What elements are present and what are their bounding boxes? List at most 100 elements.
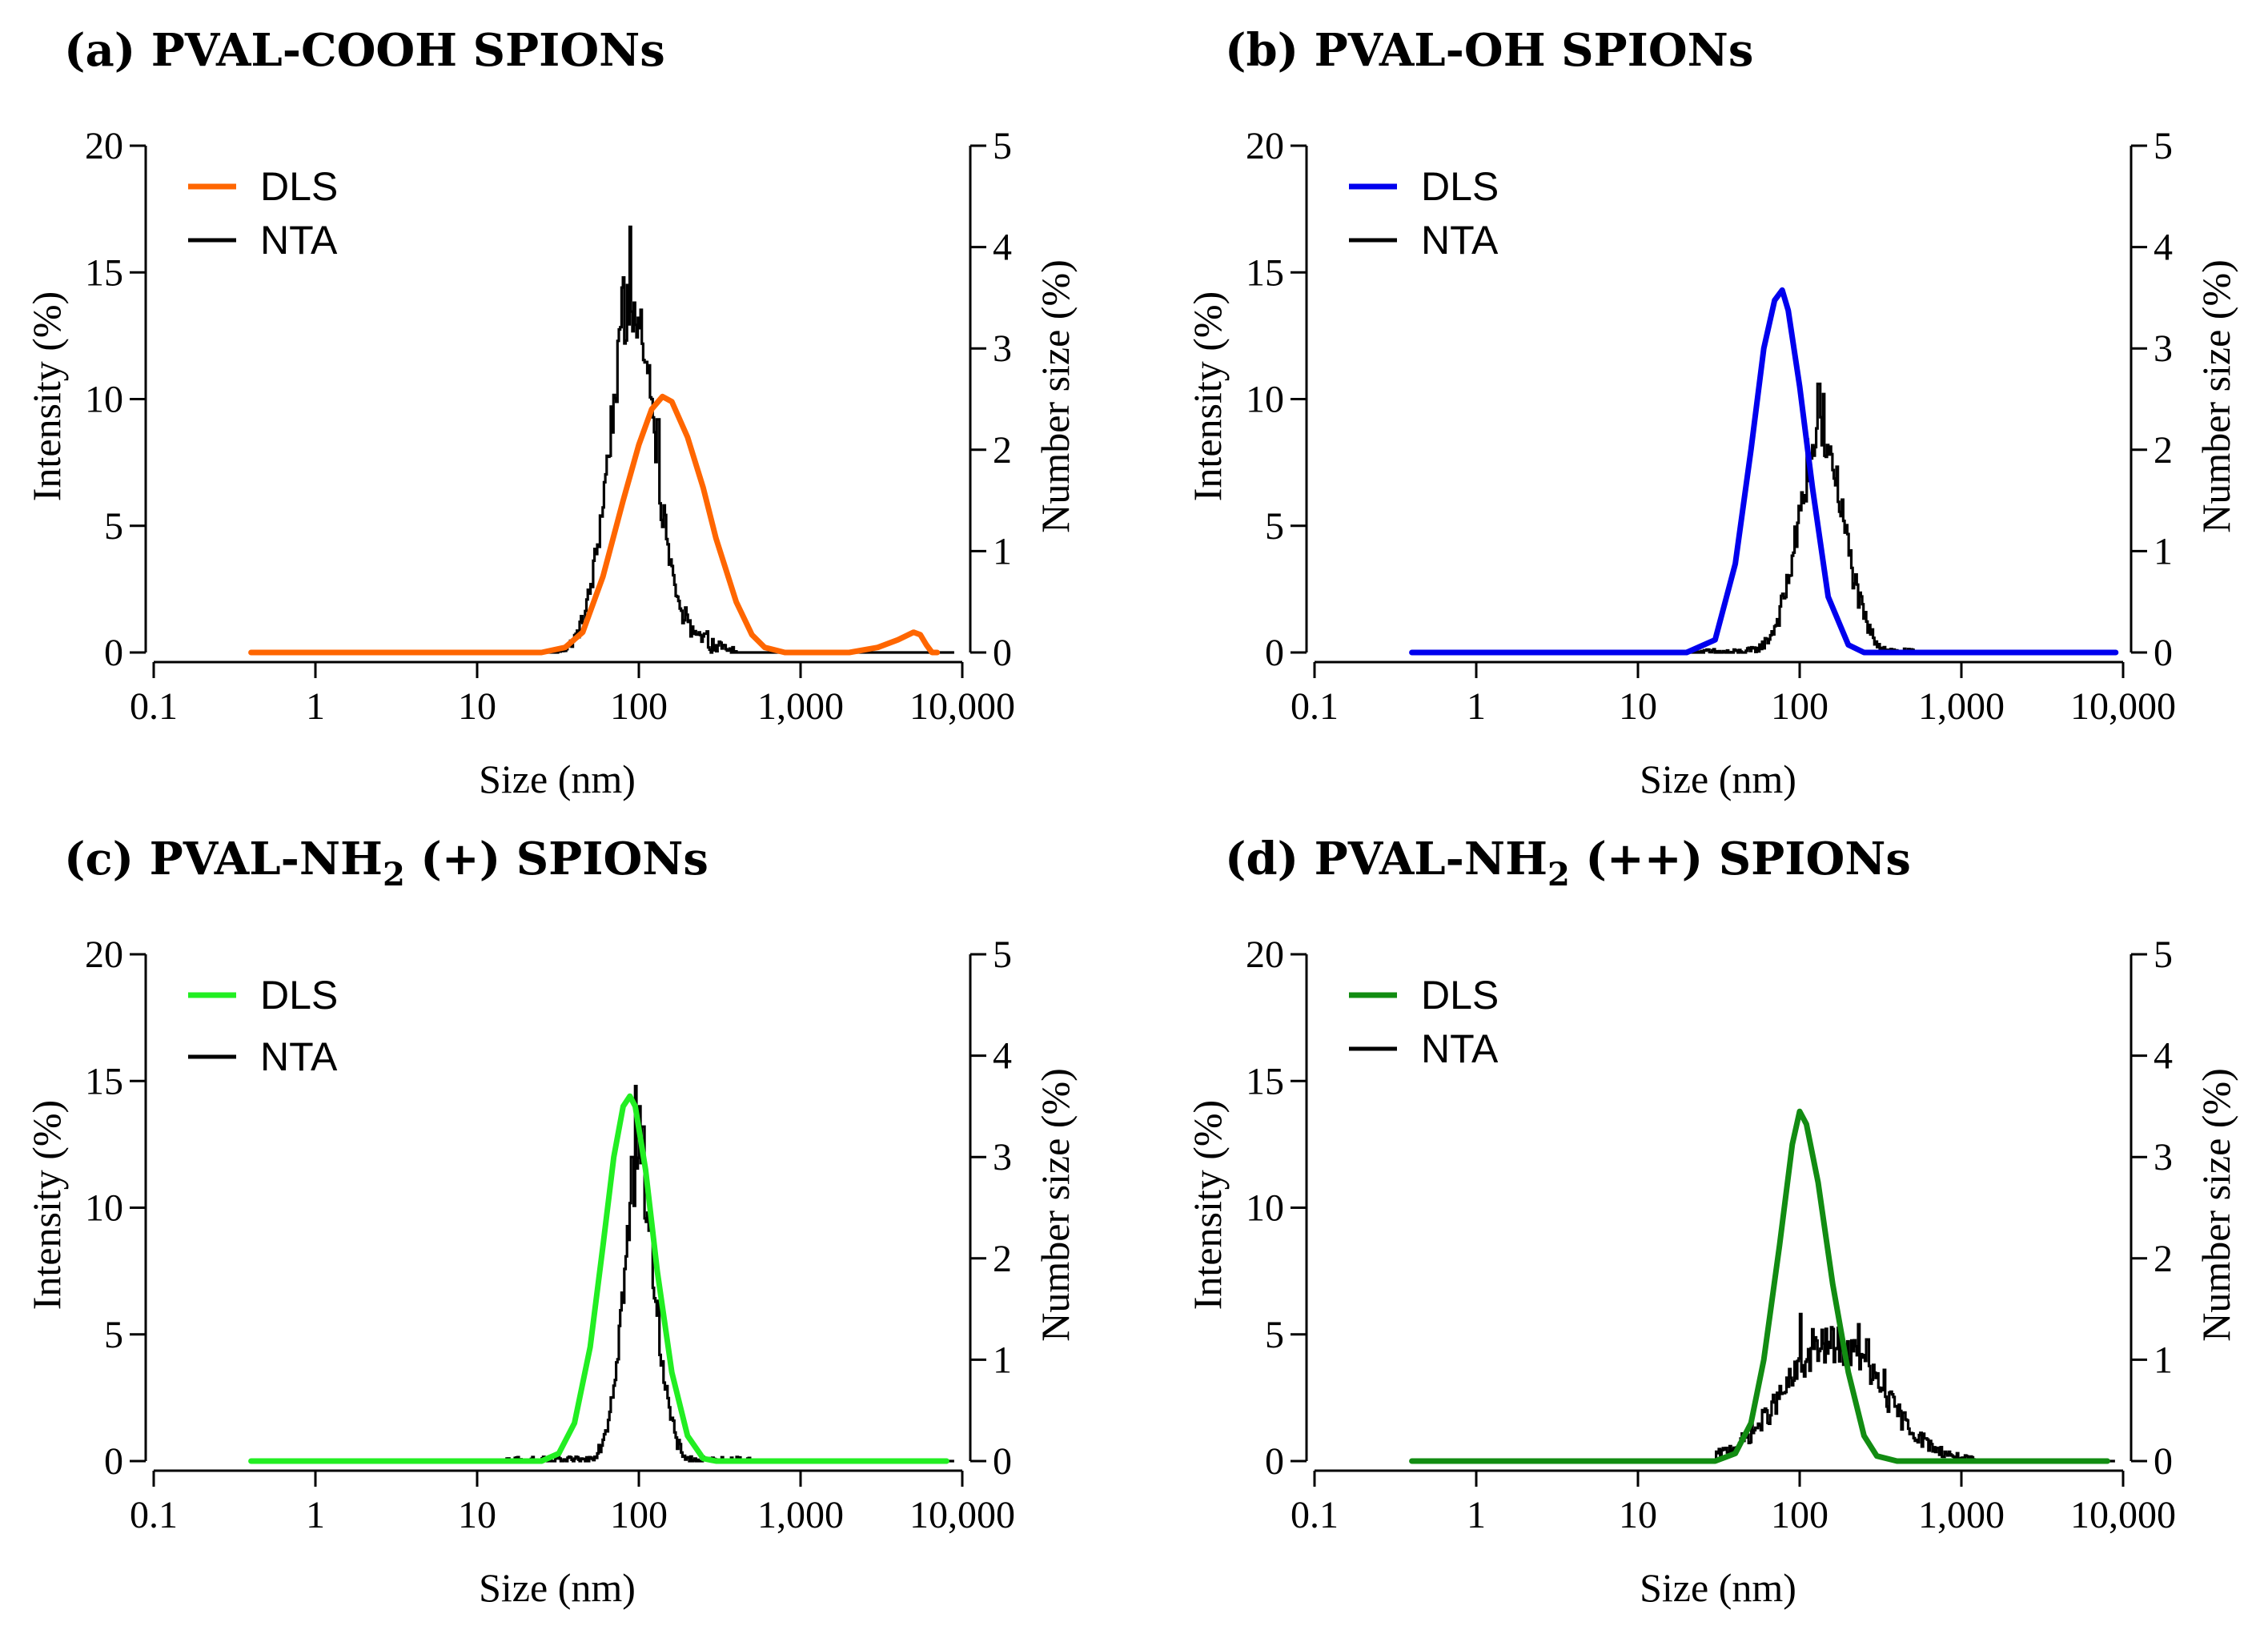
y-tick-left-label: 20 (85, 933, 123, 976)
y-tick-left-label: 10 (1246, 1187, 1284, 1230)
legend: DLS NTA (1349, 973, 1499, 1071)
y-tick-left-label: 20 (1246, 933, 1284, 976)
y-axis-left-label: Intensity (%) (24, 1100, 69, 1310)
y-axis-left: 0 5 10 15 20 (1246, 125, 1308, 674)
legend-nta-label: NTA (1421, 218, 1499, 263)
x-tick-label: 0.1 (1291, 685, 1339, 728)
x-tick-label: 1,000 (757, 1494, 844, 1536)
y-tick-right-label: 4 (993, 1035, 1012, 1078)
x-tick-label: 10 (1619, 685, 1657, 728)
nta-line (251, 225, 954, 654)
dls-series (1409, 287, 2119, 656)
y-axis-right: 0 1 2 3 4 5 (969, 933, 1012, 1483)
legend-nta-label: NTA (1421, 1026, 1499, 1071)
y-tick-right-label: 0 (2154, 1440, 2173, 1483)
legend-nta-label: NTA (260, 218, 338, 263)
y-tick-right-label: 3 (993, 1136, 1012, 1178)
x-axis: 0.1 1 10 100 1,000 10,000 (130, 660, 1015, 728)
x-tick-label: 10 (1619, 1494, 1657, 1536)
y-axis-left-label: Intensity (%) (1185, 291, 1230, 501)
y-tick-left-label: 0 (104, 1440, 123, 1483)
nta-series (1411, 382, 2115, 654)
chart-panel-a: (a) PVAL-COOH SPIONs 0 5 10 15 20 0 1 2 3 4 5 0.1… (0, 0, 1134, 813)
y-axis-right-label: Number size (%) (1033, 1068, 1078, 1342)
x-tick-label: 0.1 (130, 685, 178, 728)
x-tick-label: 1 (306, 1494, 325, 1536)
legend: DLS NTA (188, 973, 338, 1079)
y-axis-left-label: Intensity (%) (24, 291, 69, 501)
panel-title: (b) PVAL-OH SPIONs (1225, 24, 1753, 77)
nta-series (251, 1085, 954, 1463)
y-axis-right: 0 1 2 3 4 5 (969, 125, 1012, 674)
x-tick-label: 1 (306, 685, 325, 728)
legend-dls-label: DLS (260, 164, 338, 209)
y-tick-right-label: 4 (993, 227, 1012, 269)
dls-line (248, 1093, 949, 1464)
chart-panel-b: (b) PVAL-OH SPIONs 0 5 10 15 20 0 1 2 3 4 5 0.1 1 1… (1161, 0, 2268, 813)
chart-panel-d: (d) PVAL-NH2 (++) SPIONs 0 5 10 15 20 0 1 2 3 4 5… (1161, 809, 2268, 1621)
panel-title: (c) PVAL-NH2 (+) SPIONs (64, 833, 708, 893)
dls-line (248, 393, 941, 656)
nta-series (1411, 1312, 2115, 1463)
y-axis-left: 0 5 10 15 20 (85, 125, 147, 674)
y-tick-right-label: 1 (2154, 1339, 2173, 1381)
y-tick-left-label: 20 (85, 125, 123, 167)
x-tick-label: 100 (610, 685, 668, 728)
x-tick-label: 100 (1771, 1494, 1828, 1536)
nta-line (1411, 382, 2115, 654)
y-tick-left-label: 10 (1246, 379, 1284, 421)
x-tick-label: 10 (458, 1494, 496, 1536)
dls-series (248, 1093, 949, 1464)
y-axis-right-label: Number size (%) (2194, 259, 2238, 533)
y-tick-right-label: 3 (993, 327, 1012, 370)
nta-line (251, 1085, 954, 1463)
y-tick-right-label: 5 (2154, 125, 2173, 167)
x-tick-label: 10,000 (2070, 1494, 2176, 1536)
x-axis: 0.1 1 10 100 1,000 10,000 (1291, 660, 2176, 728)
legend-dls-label: DLS (260, 973, 338, 1018)
x-tick-label: 1,000 (1918, 685, 2005, 728)
y-tick-left-label: 15 (1246, 1060, 1284, 1102)
x-axis-label: Size (nm) (479, 757, 636, 801)
y-tick-right-label: 5 (993, 125, 1012, 167)
y-tick-left-label: 20 (1246, 125, 1284, 167)
dls-line (1409, 1108, 2110, 1464)
y-tick-right-label: 1 (2154, 530, 2173, 572)
chart-svg-d: (d) PVAL-NH2 (++) SPIONs 0 5 10 15 20 0 1 2 3 4 5… (1185, 833, 2238, 1610)
x-axis-label: Size (nm) (1640, 757, 1796, 801)
panel-title: (d) PVAL-NH2 (++) SPIONs (1225, 833, 1911, 893)
y-tick-right-label: 0 (993, 1440, 1012, 1483)
y-tick-left-label: 15 (85, 1060, 123, 1102)
y-tick-right-label: 1 (993, 530, 1012, 572)
x-tick-label: 0.1 (130, 1494, 178, 1536)
y-tick-left-label: 0 (1265, 1440, 1284, 1483)
y-tick-right-label: 2 (2154, 429, 2173, 472)
chart-svg-b: (b) PVAL-OH SPIONs 0 5 10 15 20 0 1 2 3 4 5 0.1 1 1… (1185, 24, 2238, 801)
y-tick-left-label: 10 (85, 379, 123, 421)
y-axis-right-label: Number size (%) (1033, 259, 1078, 533)
x-axis-label: Size (nm) (1640, 1565, 1796, 1610)
dls-series (248, 393, 941, 656)
y-tick-left-label: 5 (104, 505, 123, 548)
x-tick-label: 1,000 (1918, 1494, 2005, 1536)
y-tick-right-label: 3 (2154, 1136, 2173, 1178)
y-tick-left-label: 0 (1265, 632, 1284, 674)
y-tick-right-label: 3 (2154, 327, 2173, 370)
x-tick-label: 10,000 (2070, 685, 2176, 728)
y-tick-left-label: 5 (1265, 505, 1284, 548)
y-tick-right-label: 4 (2154, 1035, 2173, 1078)
x-tick-label: 1,000 (757, 685, 844, 728)
y-axis-left-label: Intensity (%) (1185, 1100, 1230, 1310)
y-tick-left-label: 5 (1265, 1314, 1284, 1356)
y-tick-left-label: 15 (1246, 251, 1284, 294)
y-axis-left: 0 5 10 15 20 (1246, 933, 1308, 1483)
y-tick-right-label: 2 (993, 429, 1012, 472)
y-tick-right-label: 0 (2154, 632, 2173, 674)
dls-line (1409, 287, 2119, 656)
x-axis: 0.1 1 10 100 1,000 10,000 (130, 1469, 1015, 1536)
x-tick-label: 10 (458, 685, 496, 728)
y-tick-right-label: 0 (993, 632, 1012, 674)
x-axis: 0.1 1 10 100 1,000 10,000 (1291, 1469, 2176, 1536)
